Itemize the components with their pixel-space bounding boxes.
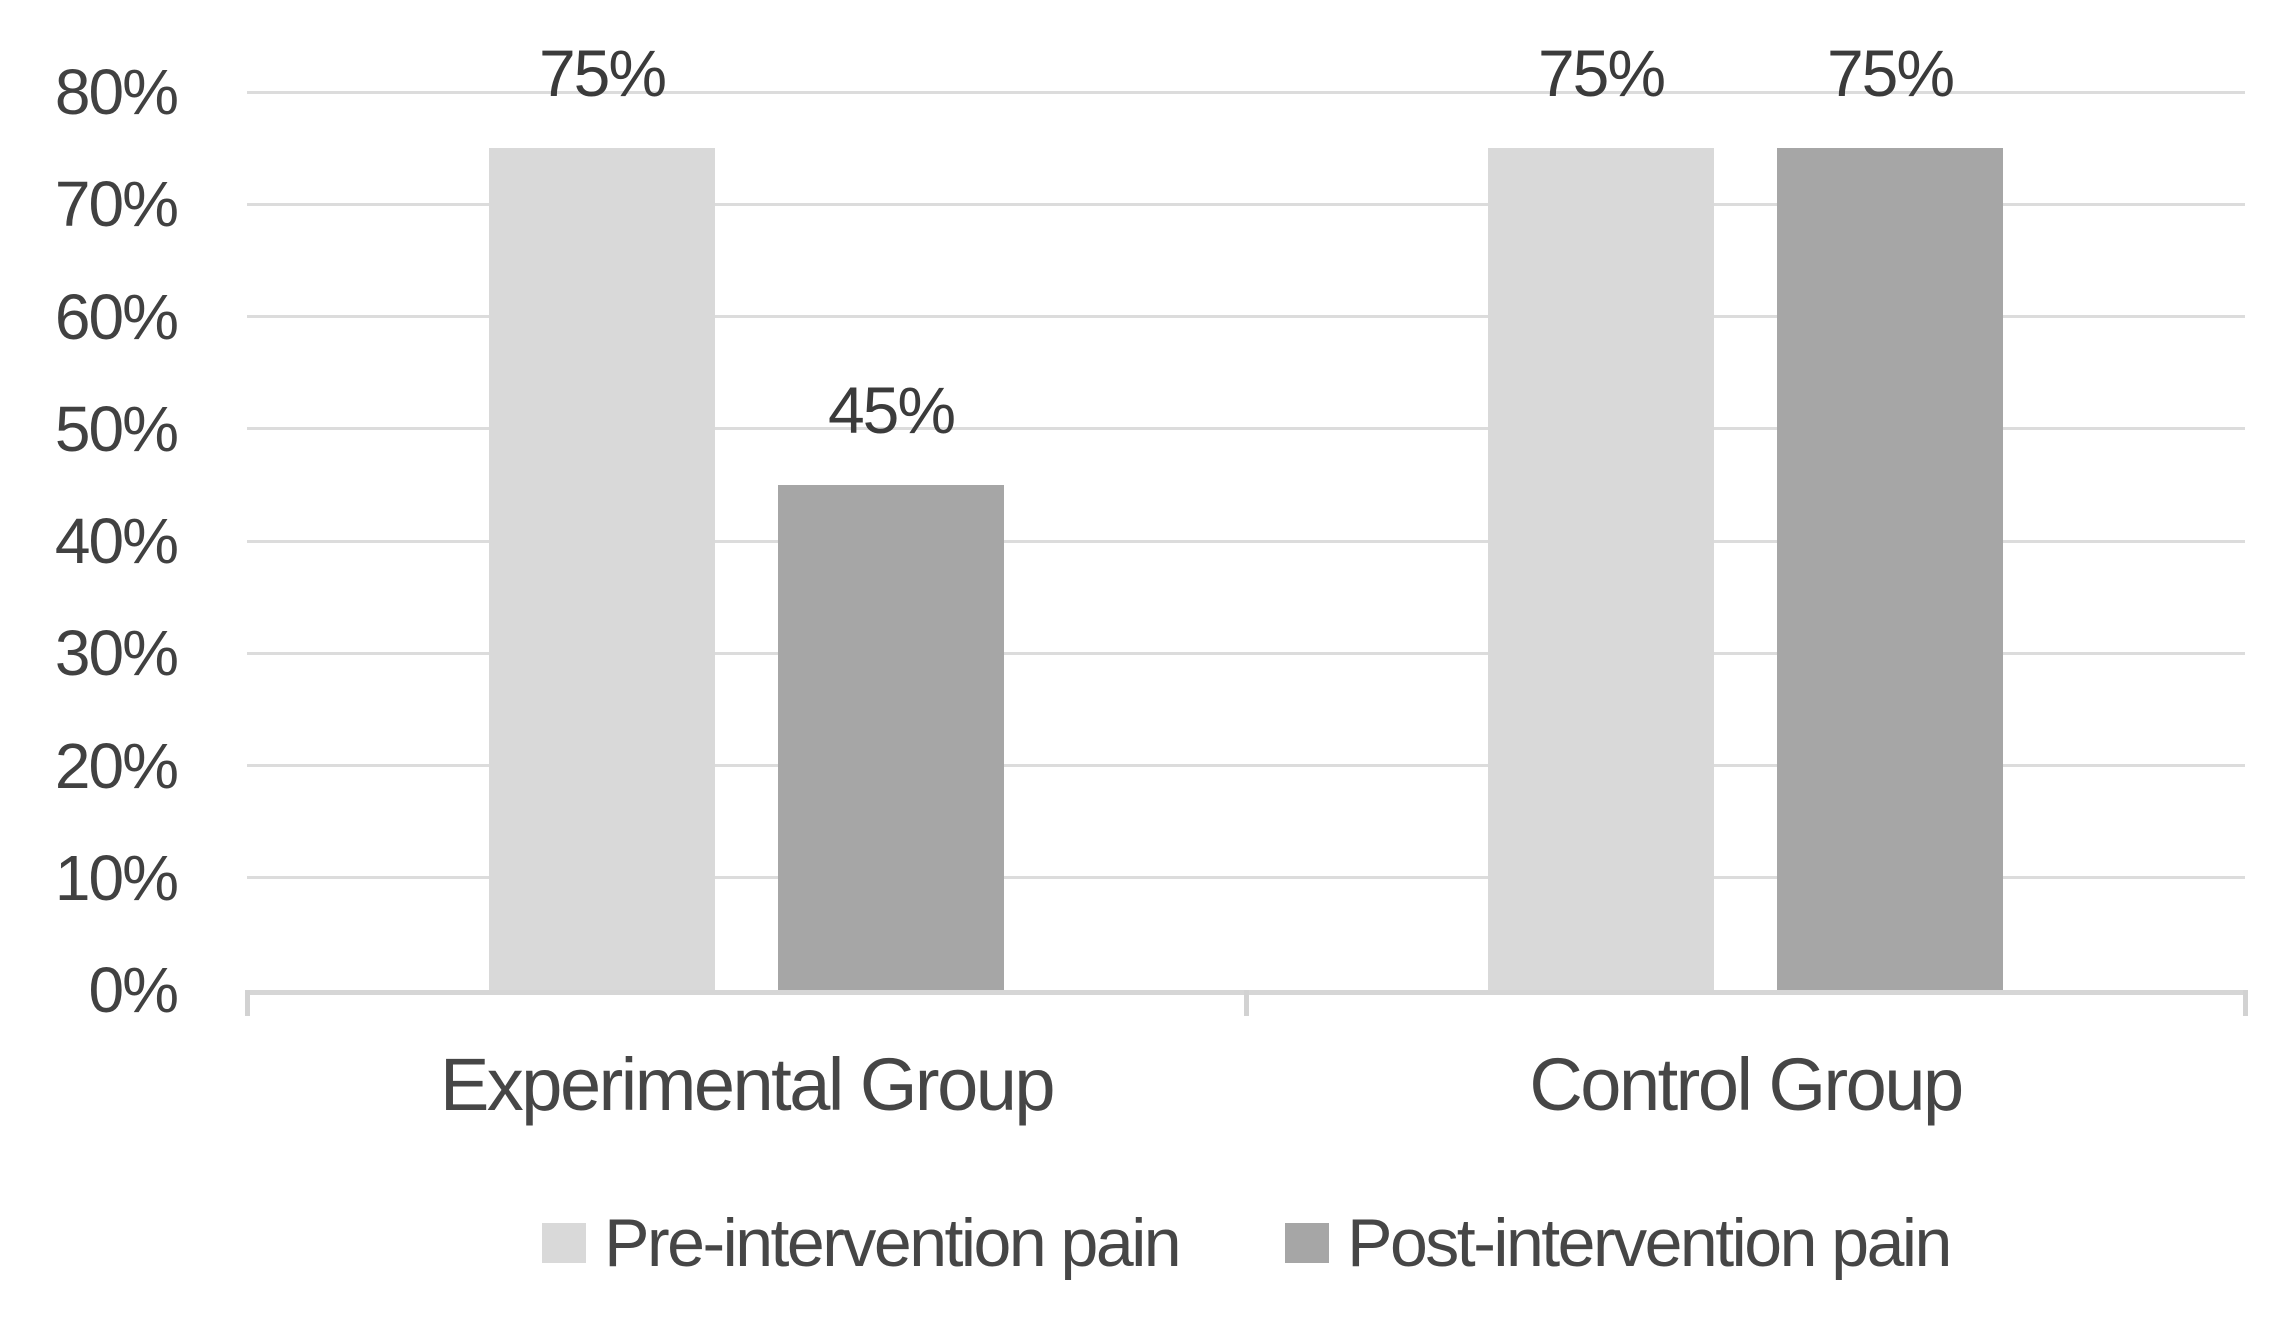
gridline-40 [247,539,2245,543]
y-axis-tick-label: 40% [54,505,179,577]
gridline-70 [247,202,2245,206]
legend-item-pre-intervention: Pre-intervention pain [542,1204,1182,1282]
y-axis-tick-label: 0% [88,954,180,1026]
bar-data-label: 75% [538,36,667,111]
bar-pre-1 [1488,148,1714,990]
pre-intervention-swatch-icon [542,1223,587,1263]
bar-data-label: 75% [1537,36,1666,111]
legend-label-post-intervention: Post-intervention pain [1347,1205,1952,1281]
gridline-30 [247,651,2245,655]
bar-post-0 [778,484,1004,990]
category-label-control-group: Control Group [1529,1043,1964,1126]
x-axis-tick-1 [1243,990,1249,1016]
y-axis-tick-label: 70% [54,168,179,241]
bar-pre-0 [489,148,715,990]
legend: Pre-intervention pain Post-intervention … [247,1204,2245,1282]
category-label-experimental-group: Experimental Group [439,1043,1056,1126]
gridline-60 [247,315,2245,318]
y-axis-tick-label: 10% [54,841,179,914]
gridline-50 [247,427,2245,431]
bar-data-label: 45% [827,372,956,447]
legend-label-pre-intervention: Pre-intervention pain [604,1205,1181,1281]
legend-item-post-intervention: Post-intervention pain [1285,1204,1952,1282]
y-axis-tick-label: 30% [54,617,179,690]
x-axis-tick-2 [2242,990,2248,1016]
y-axis-tick-label: 50% [54,392,179,465]
y-axis-tick-label: 20% [54,729,179,802]
x-axis-tick-0 [244,990,250,1016]
gridline-20 [247,764,2245,767]
post-intervention-swatch-icon [1285,1223,1330,1263]
bar-data-label: 75% [1826,36,1955,111]
y-axis-tick-label: 80% [54,56,179,128]
gridline-10 [247,876,2245,880]
y-axis-tick-label: 60% [54,280,179,353]
gridline-80 [247,90,2245,94]
bar-post-1 [1777,148,2003,990]
